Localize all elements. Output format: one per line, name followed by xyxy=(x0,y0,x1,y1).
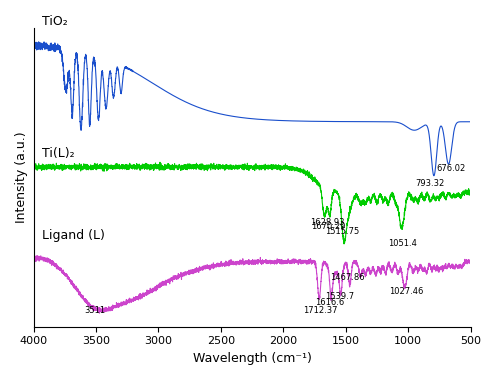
Text: 1616.6: 1616.6 xyxy=(314,298,344,307)
Text: TiO₂: TiO₂ xyxy=(42,15,68,28)
Text: 1539.7: 1539.7 xyxy=(325,292,354,301)
Text: 3511: 3511 xyxy=(84,306,105,315)
X-axis label: Wavelength (cm⁻¹): Wavelength (cm⁻¹) xyxy=(192,352,311,365)
Text: 1051.4: 1051.4 xyxy=(388,239,417,248)
Text: Ti(L)₂: Ti(L)₂ xyxy=(42,147,75,160)
Text: 1515.75: 1515.75 xyxy=(325,227,359,236)
Y-axis label: Intensity (a.u.): Intensity (a.u.) xyxy=(15,132,28,223)
Text: 676.02: 676.02 xyxy=(436,164,466,173)
Text: Ligand (L): Ligand (L) xyxy=(42,228,105,242)
Text: 1027.46: 1027.46 xyxy=(389,287,423,296)
Text: 1670.29: 1670.29 xyxy=(311,222,345,231)
Text: 1628.93: 1628.93 xyxy=(310,218,344,227)
Text: 793.32: 793.32 xyxy=(416,179,445,188)
Text: 1467.86: 1467.86 xyxy=(330,273,365,282)
Text: 1712.37: 1712.37 xyxy=(303,306,338,315)
